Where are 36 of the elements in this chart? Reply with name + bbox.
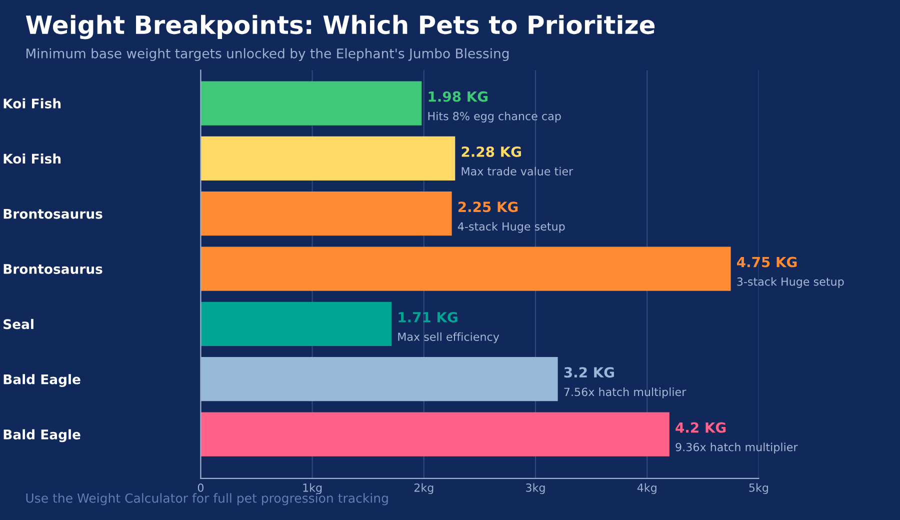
- y-tick-label: Seal: [4, 318, 34, 330]
- x-tick-label: 5kg: [749, 483, 768, 494]
- data-label: 1.71 KG: [398, 312, 458, 322]
- annotation: Max trade value tier: [462, 166, 574, 176]
- data-label: 4.2 KG: [676, 422, 726, 433]
- x-tick-label: 1kg: [303, 483, 322, 494]
- x-tick-label: 2kg: [414, 483, 434, 494]
- y-tick-label: Bald Eagle: [4, 374, 80, 387]
- annotation: Max sell efficiency: [398, 332, 500, 344]
- bar: [200, 412, 670, 456]
- data-label: 3.2 KG: [564, 367, 614, 378]
- annotation: 7.56x hatch multiplier: [564, 388, 686, 398]
- bar: [200, 81, 422, 126]
- y-tick-label: Koi Fish: [4, 153, 61, 164]
- bar: [200, 302, 392, 346]
- x-tick-label: 0: [198, 483, 204, 492]
- y-tick-label: Bald Eagle: [4, 429, 80, 442]
- chart-title: Weight Breakpoints: Which Pets to Prioritize: [26, 14, 655, 40]
- annotation: 3-stack Huge setup: [737, 277, 844, 288]
- y-tick-label: Koi Fish: [4, 98, 61, 108]
- data-label: 2.28 KG: [462, 146, 521, 157]
- data-label: 4.75 KG: [737, 256, 797, 268]
- annotation: 4-stack Huge setup: [458, 222, 565, 233]
- chart-subtitle: Minimum base weight targets unlocked by the Elephant's Jumbo Blessing: [26, 48, 509, 61]
- annotation: 9.36x hatch multiplier: [676, 442, 798, 454]
- text: Use the Weight Calculator for full pet progression tracking: [26, 493, 388, 506]
- data-label: 1.98 KG: [428, 91, 488, 102]
- data-label: 2.25 KG: [458, 202, 518, 212]
- x-tick-label: 3kg: [526, 483, 545, 494]
- bar: [200, 246, 731, 291]
- bar: [200, 192, 452, 236]
- y-tick-label: Brontosaurus: [4, 264, 102, 274]
- y-tick-label: Brontosaurus: [4, 209, 102, 219]
- bar: [200, 136, 456, 181]
- x-tick-label: 4kg: [637, 483, 656, 494]
- annotation: Hits 8% egg chance cap: [428, 112, 561, 122]
